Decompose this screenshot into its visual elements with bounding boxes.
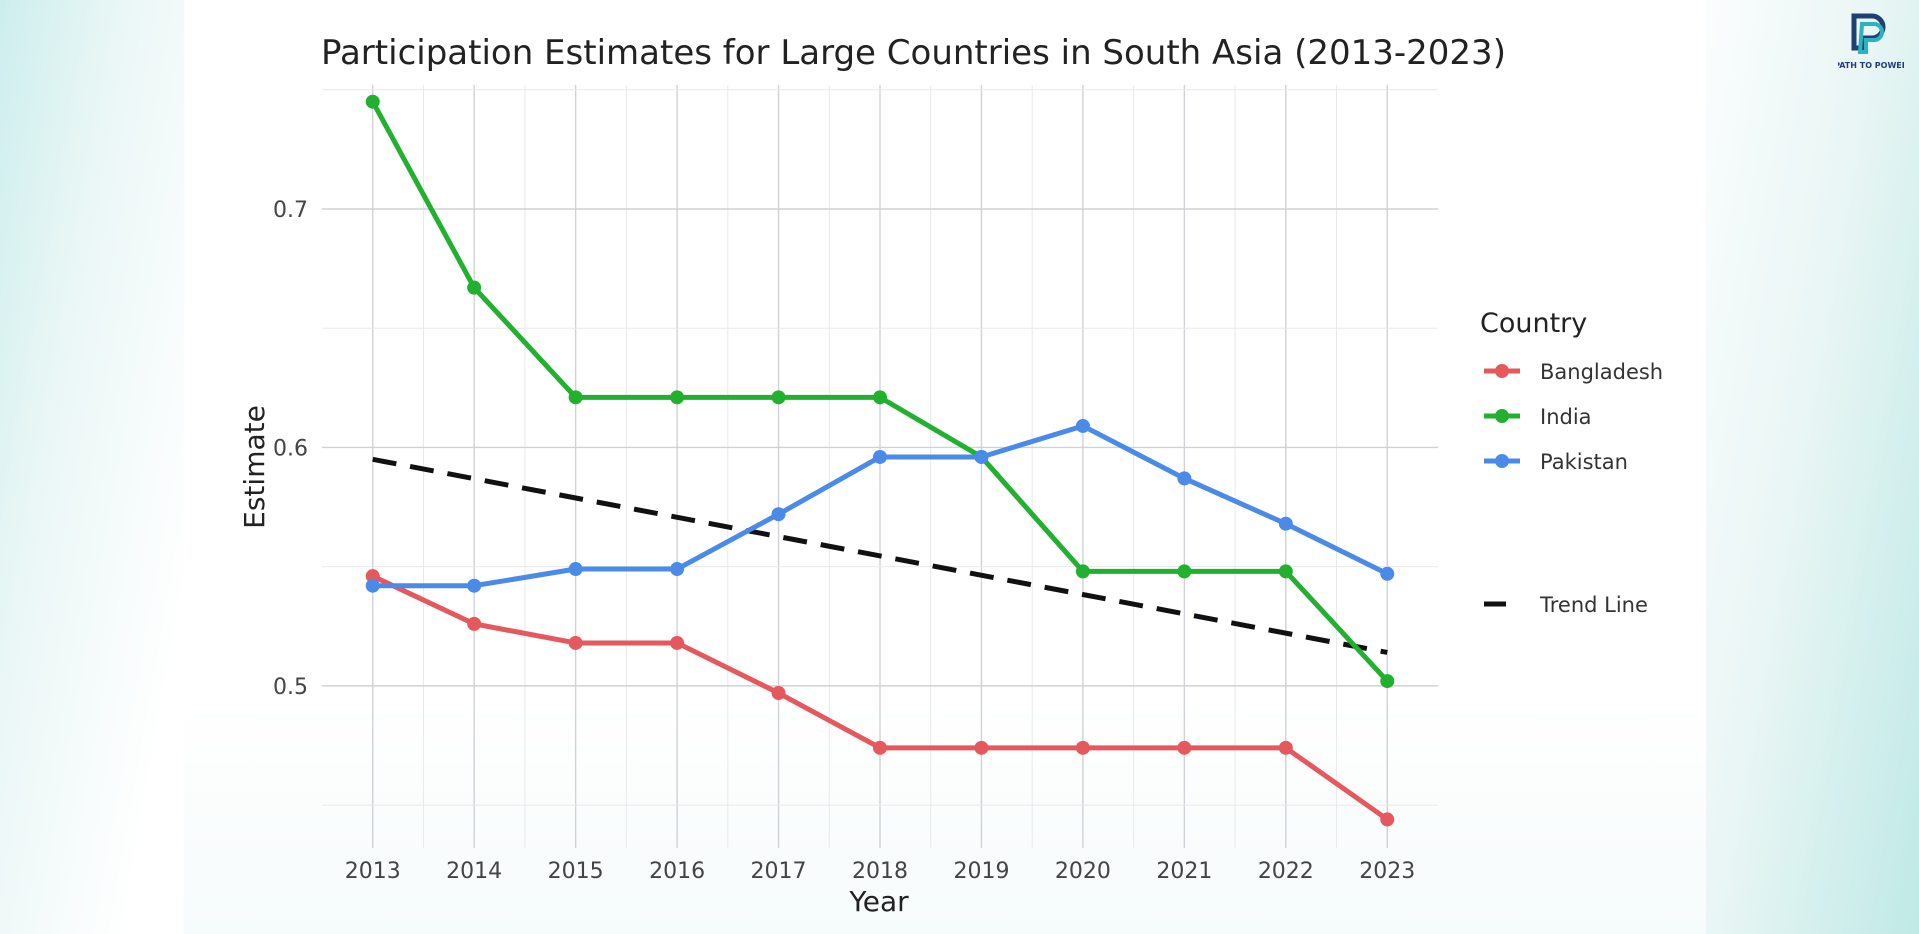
data-point-pakistan [568,562,583,577]
series-layer [365,94,1395,827]
legend: Country Bangladesh India Pakistan Trend Lin… [1480,308,1663,617]
x-tick-label: 2014 [446,859,502,884]
data-point-pakistan [1075,418,1090,433]
y-tick-label: 0.6 [273,436,308,461]
series-pakistan [365,418,1395,593]
x-tick-label: 2021 [1156,859,1212,884]
x-tick-label: 2017 [751,859,807,884]
logo-wordmark: PATH TO POWER [1838,61,1904,70]
legend-items: Bangladesh India Pakistan Trend Line [1484,360,1663,617]
data-point-bangladesh [1278,740,1293,755]
data-point-bangladesh [670,635,685,650]
legend-label-india: India [1540,405,1592,429]
legend-label-bangladesh: Bangladesh [1540,360,1663,384]
x-axis-ticks: 2013 2014 2015 2016 2017 2018 2019 2020 2021 2022… [345,859,1416,884]
x-axis-title: Year [848,885,909,918]
series-india [365,94,1395,689]
data-point-india [873,390,887,405]
data-point-india [365,94,380,109]
series-bangladesh [365,569,1395,827]
trend-line [372,456,1388,655]
brand-logo: PATH TO POWER [1834,10,1908,72]
legend-title: Country [1480,308,1587,339]
data-point-pakistan [1177,471,1192,486]
data-point-pakistan [873,449,887,464]
data-point-pakistan [670,562,685,577]
legend-label-trend-line: Trend Line [1539,593,1648,617]
legend-item-bangladesh: Bangladesh [1484,360,1663,384]
data-point-india [467,280,482,295]
grid [322,85,1438,848]
x-tick-label: 2013 [345,859,401,884]
data-point-india [568,390,583,405]
y-tick-label: 0.5 [273,675,308,700]
data-point-pakistan [365,578,380,593]
chart-panel [184,0,1706,934]
data-point-pakistan [974,449,989,464]
legend-item-india: India [1484,405,1592,429]
x-tick-label: 2016 [649,859,705,884]
data-point-pakistan [771,507,786,522]
y-tick-label: 0.7 [273,198,308,223]
data-point-india [1380,674,1395,689]
legend-item-pakistan: Pakistan [1484,450,1628,474]
chart-title: Participation Estimates for Large Countr… [321,33,1506,73]
data-point-pakistan [1380,566,1395,581]
y-axis-title: Estimate [238,405,271,529]
data-point-india [670,390,685,405]
x-tick-label: 2015 [548,859,604,884]
y-axis-ticks: 0.5 0.6 0.7 [273,198,308,700]
data-point-bangladesh [1380,812,1395,827]
data-point-pakistan [1278,516,1293,531]
data-point-bangladesh [1075,740,1090,755]
legend-marker-india [1495,409,1509,423]
x-tick-label: 2018 [852,859,908,884]
x-tick-label: 2023 [1359,859,1415,884]
trend-line-layer [372,456,1388,655]
legend-label-pakistan: Pakistan [1540,450,1628,474]
legend-item-trend-line: Trend Line [1484,593,1648,617]
x-tick-label: 2020 [1055,859,1111,884]
data-point-bangladesh [467,616,482,631]
data-point-bangladesh [771,686,786,701]
data-point-india [1177,564,1192,579]
data-point-bangladesh [873,740,887,755]
data-point-bangladesh [568,635,583,650]
data-point-bangladesh [974,740,989,755]
x-tick-label: 2019 [953,859,1009,884]
legend-marker-pakistan [1495,454,1509,468]
x-tick-label: 2022 [1258,859,1314,884]
data-point-india [771,390,786,405]
data-point-bangladesh [1177,740,1192,755]
path-to-power-logo-icon: PATH TO POWER [1834,13,1908,70]
legend-marker-bangladesh [1495,364,1509,378]
data-point-pakistan [467,578,482,593]
data-point-india [1278,564,1293,579]
data-point-india [1075,564,1090,579]
